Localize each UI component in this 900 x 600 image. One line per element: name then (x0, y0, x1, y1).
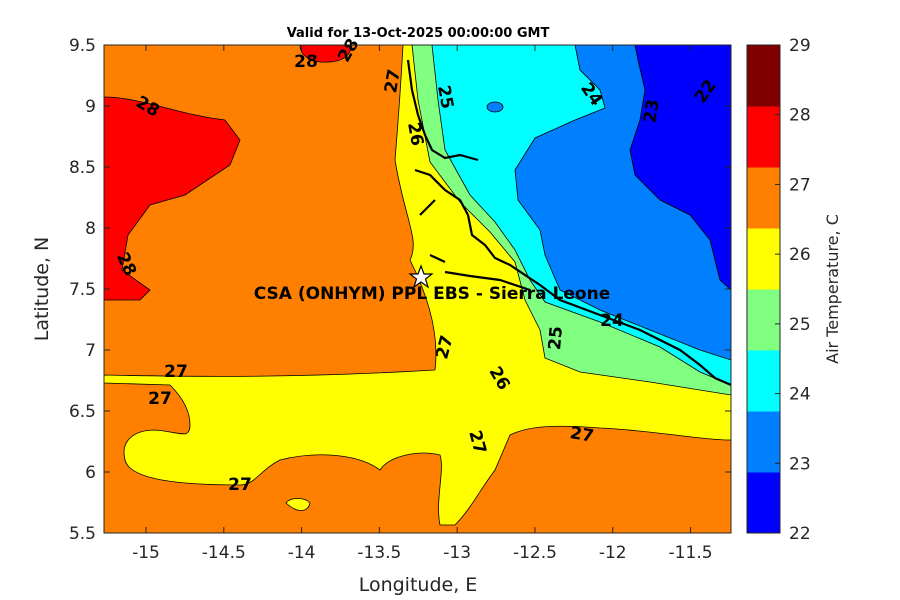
x-tick-label: -14 (288, 543, 316, 563)
colorbar-tick-label: 26 (789, 245, 811, 265)
contour-label: 27 (164, 362, 188, 382)
contour-label: 25 (545, 325, 567, 350)
chart-title: Valid for 13-Oct-2025 00:00:00 GMT (287, 26, 550, 41)
contour-label: 27 (568, 423, 595, 447)
colorbar-tick-label: 28 (789, 106, 811, 126)
y-axis-label: Latitude, N (31, 237, 53, 342)
colorbar-tick-label: 22 (789, 524, 811, 544)
colorbar-band (747, 350, 780, 412)
colorbar-label: Air Temperature, C (823, 214, 842, 364)
region-28-north (299, 45, 353, 63)
colorbar-band (747, 228, 780, 290)
y-tick-label: 6.5 (69, 402, 96, 422)
colorbar-tick-label: 24 (789, 385, 811, 405)
colorbar-tick-label: 23 (789, 454, 811, 474)
region-28 (104, 96, 241, 301)
colorbar-frame (746, 44, 781, 534)
region-26-blob (285, 498, 311, 511)
colorbar-tick-label: 27 (789, 175, 811, 195)
region-23-blob (486, 101, 504, 113)
x-tick-label: -15 (132, 543, 160, 563)
x-tick-label: -11.5 (669, 543, 713, 563)
colorbar-band (747, 289, 780, 351)
x-tick-label: -12.5 (513, 543, 557, 563)
contour-label: 23 (640, 98, 664, 125)
station-star-marker[interactable] (408, 264, 434, 289)
colorbar-band (747, 167, 780, 229)
x-tick-label: -13 (443, 543, 471, 563)
contour-label: 27 (228, 475, 252, 495)
contour-label: 27 (381, 68, 405, 95)
y-tick-label: 6 (85, 463, 96, 483)
x-axis-label: Longitude, E (359, 574, 478, 596)
contour-label: 28 (294, 52, 318, 72)
colorbar-band (747, 106, 780, 168)
y-tick-label: 8.5 (69, 158, 96, 178)
y-tick-label: 9 (85, 97, 96, 117)
colorbar-tick-label: 25 (789, 315, 811, 335)
coastline (406, 59, 731, 387)
colorbar-band (747, 472, 780, 534)
y-tick-label: 7 (85, 341, 96, 361)
contour-label: 25 (433, 84, 457, 111)
contour-label: 27 (148, 389, 172, 409)
x-tick-label: -13.5 (357, 543, 401, 563)
colorbar-band (747, 45, 780, 107)
x-tick-label: -12 (599, 543, 627, 563)
y-tick-label: 7.5 (69, 280, 96, 300)
contour-label: 26 (403, 121, 427, 148)
colorbar-tick-label: 29 (789, 36, 811, 56)
y-tick-label: 9.5 (69, 36, 96, 56)
x-tick-label: -14.5 (202, 543, 246, 563)
colorbar-band (747, 411, 780, 473)
y-tick-label: 8 (85, 219, 96, 239)
contour-label: 24 (600, 311, 624, 331)
region-22 (629, 45, 731, 291)
y-tick-label: 5.5 (69, 524, 96, 544)
station-label: CSA (ONHYM) PPL EBS - Sierra Leone (254, 284, 611, 304)
